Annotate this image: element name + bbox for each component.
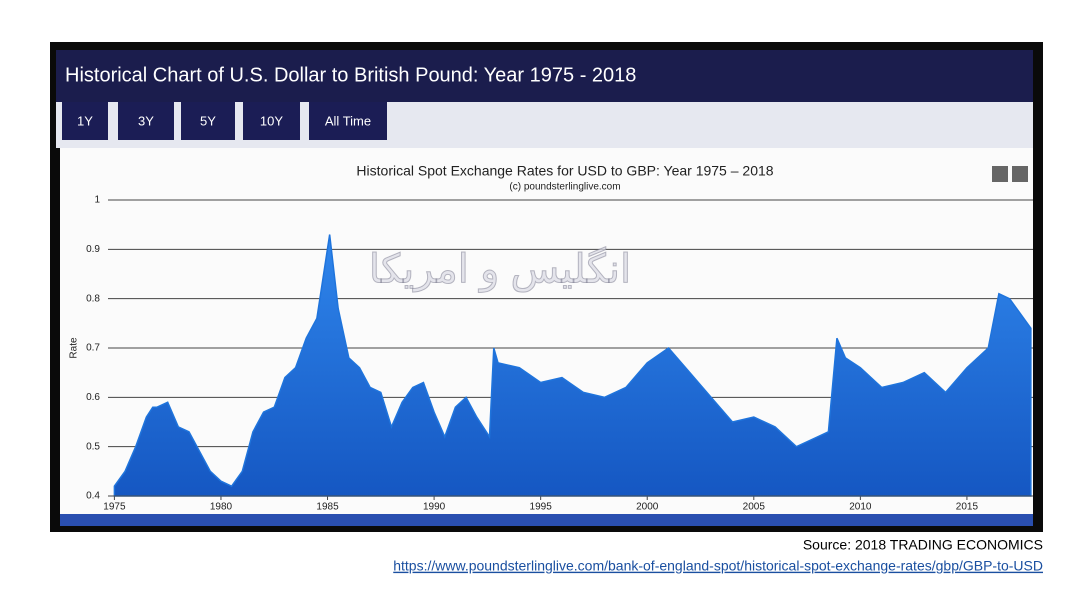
range-button-label[interactable]: 1Y (77, 113, 93, 128)
chart-subtitle: (c) poundsterlinglive.com (509, 182, 620, 193)
header-bar (56, 50, 1033, 102)
print-icon[interactable] (992, 166, 1008, 182)
x-tick-label: 1980 (210, 502, 233, 513)
y-tick-label: 1 (94, 195, 100, 206)
y-tick-label: 0.9 (86, 244, 100, 255)
range-button[interactable] (243, 102, 300, 140)
range-button-label[interactable]: All Time (325, 113, 371, 128)
x-tick-label: 2010 (849, 502, 872, 513)
chart-title: Historical Spot Exchange Rates for USD t… (356, 163, 773, 179)
x-tick-label: 1975 (103, 502, 126, 513)
x-tick-label: 1985 (316, 502, 339, 513)
area (113, 234, 1032, 497)
watermark: انگلیس و امریکا (369, 247, 631, 293)
y-tick-label: 0.8 (86, 293, 100, 304)
x-tick-label: 2005 (743, 502, 766, 513)
source-text: Source: 2018 TRADING ECONOMICS (803, 537, 1043, 553)
range-button[interactable] (309, 102, 387, 140)
range-button[interactable] (118, 102, 174, 140)
scroll-strip (60, 514, 1033, 526)
x-tick-label: 2000 (636, 502, 659, 513)
range-button-label[interactable]: 3Y (138, 113, 154, 128)
range-button-label[interactable]: 10Y (260, 113, 283, 128)
header-title: Historical Chart of U.S. Dollar to Briti… (65, 64, 636, 86)
y-tick-label: 0.6 (86, 392, 100, 403)
range-button-label[interactable]: 5Y (200, 113, 216, 128)
y-tick-label: 0.7 (86, 343, 100, 354)
y-tick-label: 0.5 (86, 441, 100, 452)
range-button[interactable] (62, 102, 108, 140)
y-axis-label: Rate (69, 337, 80, 359)
x-tick-label: 2015 (956, 502, 979, 513)
download-icon[interactable] (1012, 166, 1028, 182)
x-tick-label: 1995 (530, 502, 553, 513)
y-tick-label: 0.4 (86, 491, 100, 502)
source-link[interactable]: https://www.poundsterlinglive.com/bank-o… (393, 558, 1043, 574)
x-tick-label: 1990 (423, 502, 446, 513)
range-button[interactable] (181, 102, 235, 140)
